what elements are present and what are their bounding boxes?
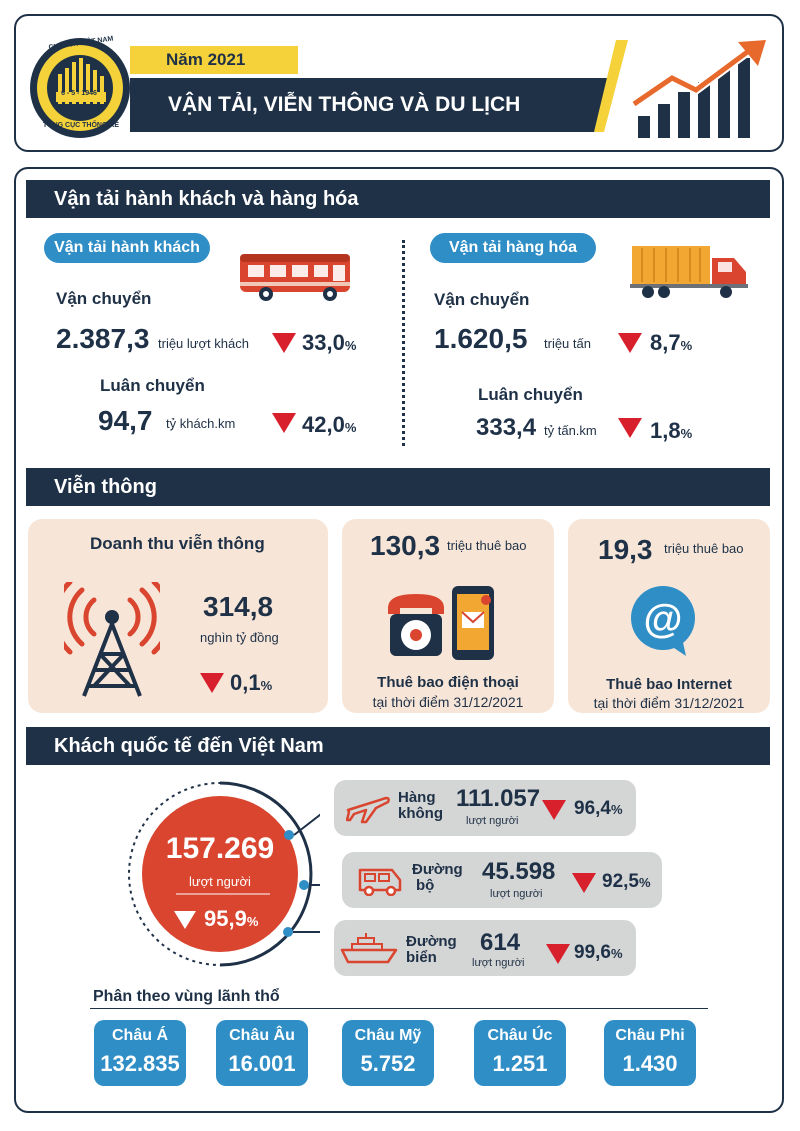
logo-date: 6 - 5 - 1946	[61, 90, 97, 97]
internet-unit: triệu thuê bao	[664, 541, 744, 556]
phone-unit: triệu thuê bao	[447, 538, 527, 553]
total-visitors-value: 157.269	[165, 832, 275, 865]
region-america: Châu Mỹ 5.752	[342, 1020, 434, 1086]
signal-tower-icon	[64, 582, 160, 697]
phone-title: Thuê bao điện thoại	[377, 674, 519, 691]
route-air-name: Hàng không	[398, 789, 443, 822]
page-title: VẬN TẢI, VIỄN THÔNG VÀ DU LỊCH	[168, 93, 521, 116]
phone-value: 130,3	[370, 530, 441, 561]
passenger-pill: Vận tải hành khách	[44, 233, 210, 263]
internet-value: 19,3	[598, 534, 653, 565]
internet-title: Thuê bao Internet	[606, 676, 732, 693]
logo-text-bottom: TỔNG CỤC THỐNG KÊ	[42, 122, 120, 129]
at-sign-icon: @	[631, 586, 695, 656]
route-road-value: 45.598	[482, 858, 556, 885]
ship-icon	[340, 933, 398, 964]
cargo-rotation-unit: tỷ tấn.km	[544, 423, 597, 438]
passenger-carry-value: 2.387,3	[56, 323, 150, 354]
total-visitors-change: 95,9%	[204, 906, 259, 931]
passenger-carry-unit: triệu lượt khách	[158, 336, 249, 351]
passenger-rotation-unit: tỷ khách.km	[166, 416, 236, 431]
gso-logo	[30, 38, 130, 138]
region-africa: Châu Phi 1.430	[604, 1020, 696, 1086]
route-sea-unit: lượt người	[472, 957, 525, 969]
down-arrow-icon	[174, 911, 196, 929]
regions-divider	[90, 1008, 708, 1009]
route-air-value: 111.057	[456, 785, 541, 812]
internet-subtitle: tại thời điểm 31/12/2021	[593, 695, 745, 711]
region-australia: Châu Úc 1.251	[474, 1020, 566, 1086]
route-sea	[334, 920, 636, 976]
revenue-unit: nghìn tỷ đồng	[200, 630, 279, 645]
route-air-change: 96,4%	[574, 798, 623, 819]
section-transport-title: Vận tải hành khách và hàng hóa	[26, 180, 770, 218]
passenger-rotation-value: 94,7	[98, 405, 153, 436]
bus-icon	[240, 254, 350, 301]
cargo-rotation-value: 333,4	[476, 414, 537, 441]
revenue-change: 0,1%	[230, 670, 273, 695]
section-tourism-title: Khách quốc tế đến Việt Nam	[26, 727, 770, 765]
down-arrow-icon	[546, 944, 570, 964]
route-road-name: Đường bộ	[412, 861, 463, 894]
down-arrow-icon	[572, 873, 596, 893]
cargo-carry-value: 1.620,5	[434, 323, 528, 354]
route-road	[342, 852, 662, 908]
section-telecom-title: Viễn thông	[26, 468, 770, 506]
route-air-unit: lượt người	[466, 815, 519, 827]
cargo-carry-unit: triệu tấn	[544, 336, 591, 351]
cargo-rotation-change: 1,8%	[650, 418, 693, 443]
route-air	[334, 780, 636, 836]
cargo-rotation-label: Luân chuyển	[478, 385, 583, 404]
passenger-carry-change: 33,0%	[302, 330, 357, 355]
region-europe: Châu Âu 16.001	[216, 1020, 308, 1086]
title-slant-decoration	[590, 40, 628, 132]
total-visitors-unit: lượt người	[189, 874, 251, 889]
route-road-unit: lượt người	[490, 888, 543, 900]
revenue-value: 314,8	[203, 591, 274, 622]
region-asia: Châu Á 132.835	[94, 1020, 186, 1086]
phone-icon	[388, 586, 494, 660]
down-arrow-icon	[618, 418, 642, 438]
van-icon	[358, 868, 402, 896]
truck-icon	[630, 246, 748, 298]
down-arrow-icon	[200, 673, 224, 693]
phone-subtitle: tại thời điểm 31/12/2021	[372, 694, 524, 710]
down-arrow-icon	[272, 413, 296, 433]
telecom-phone-card	[342, 519, 554, 713]
cargo-carry-change: 8,7%	[650, 330, 693, 355]
down-arrow-icon	[542, 800, 566, 820]
route-sea-value: 614	[480, 929, 521, 956]
passenger-rotation-label: Luân chuyển	[100, 376, 205, 395]
route-road-change: 92,5%	[602, 871, 651, 892]
trend-chart-icon	[632, 40, 766, 138]
transport-divider	[402, 240, 405, 446]
route-sea-name: Đường biển	[406, 933, 457, 966]
cargo-pill: Vận tải hàng hóa	[430, 233, 596, 263]
cargo-carry-label: Vận chuyển	[434, 290, 530, 309]
passenger-rotation-change: 42,0%	[302, 412, 357, 437]
year-label: Năm 2021	[166, 50, 246, 69]
year-tab: Năm 2021	[130, 46, 298, 74]
route-sea-change: 99,6%	[574, 942, 623, 963]
telecom-revenue-card	[28, 519, 328, 713]
regions-title: Phân theo vùng lãnh thổ	[93, 988, 280, 1005]
passenger-carry-label: Vận chuyển	[56, 289, 152, 308]
revenue-title: Doanh thu viễn thông	[90, 534, 265, 553]
down-arrow-icon	[272, 333, 296, 353]
title-bar: VẬN TẢI, VIỄN THÔNG VÀ DU LỊCH	[130, 78, 600, 132]
svg-text:@: @	[643, 597, 682, 641]
down-arrow-icon	[618, 333, 642, 353]
plane-icon	[346, 796, 390, 824]
